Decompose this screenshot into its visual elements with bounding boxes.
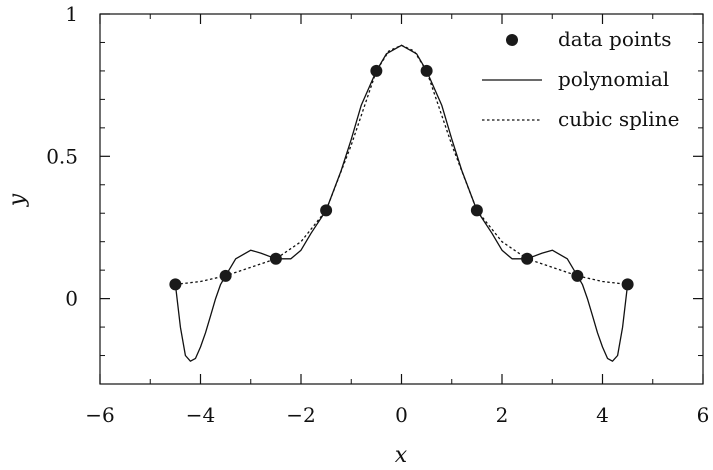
data-point	[169, 278, 182, 291]
x-tick-label: 2	[496, 403, 509, 427]
data-point	[370, 64, 383, 77]
data-point	[269, 252, 282, 265]
x-axis-label: x	[395, 443, 408, 468]
legend: data points polynomial cubic spline	[482, 27, 679, 131]
data-point	[420, 64, 433, 77]
y-tick-label: 0.5	[46, 144, 78, 168]
data-point	[219, 269, 232, 282]
legend-label: cubic spline	[558, 107, 679, 131]
x-tick-label: 6	[697, 403, 710, 427]
polynomial-curve	[174, 44, 629, 362]
data-point	[621, 278, 634, 291]
data-point	[470, 204, 483, 217]
x-tick-label: −2	[286, 403, 315, 427]
x-tick-label: −4	[186, 403, 215, 427]
x-tick-label: 4	[596, 403, 609, 427]
y-tick-label: 1	[65, 2, 78, 26]
y-axis-label: y	[5, 193, 30, 207]
x-tick-label: 0	[395, 403, 408, 427]
data-point	[571, 269, 584, 282]
cubic-spline-curve	[175, 44, 628, 286]
plot-area	[169, 44, 634, 362]
data-point	[320, 204, 333, 217]
x-tick-label: −6	[85, 403, 114, 427]
legend-label: data points	[558, 27, 671, 51]
legend-label: polynomial	[558, 67, 669, 91]
data-point	[521, 252, 534, 265]
y-tick-label: 0	[65, 287, 78, 311]
legend-marker-data-points	[506, 34, 518, 46]
axes: −6 −4 −2 0 2 4 6 0 0.5 1	[46, 2, 709, 427]
